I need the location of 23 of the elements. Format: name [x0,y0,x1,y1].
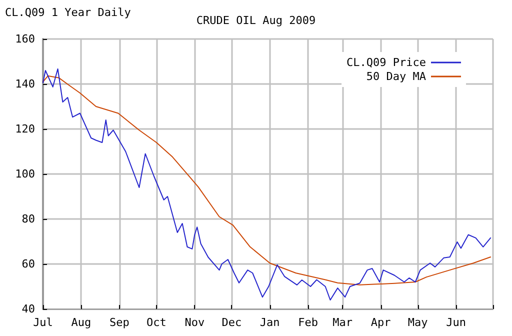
y-tick-label: 80 [22,212,35,226]
text: CL.Q09 1 Year Daily [5,6,132,19]
legend-label: 50 Day MA [366,70,426,83]
y-tick-label: 140 [15,78,35,90]
x-tick-label: Mar [332,316,353,329]
legend-label: CL.Q09 Price [346,56,426,69]
x-tick-label: Sep [110,316,130,329]
x-tick-label: Apr [370,316,392,329]
y-tick-label: 60 [22,258,35,270]
x-tick-label: Aug [71,316,92,329]
y-tick-label: 40 [22,302,35,316]
x-tick-label: Feb [298,316,318,329]
x-tick-label: Jul [33,316,53,329]
x-tick-label: May [408,316,428,329]
y-tick-label: 120 [15,122,35,136]
chart-title: CRUDE OIL Aug 2009 [196,14,316,27]
y-tick-label: 100 [15,168,35,180]
x-tick-label: Dec [222,316,242,329]
x-tick-label: Oct [146,316,166,329]
y-tick-label: 160 [15,32,35,46]
x-tick-label: Jun [446,316,466,329]
x-tick-label: Jan [260,316,280,329]
x-tick-label: Nov [184,316,205,329]
